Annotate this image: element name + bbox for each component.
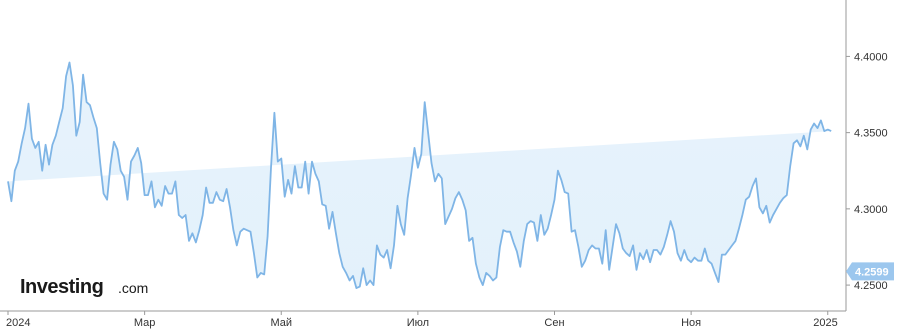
x-tick-label: Мар: [134, 317, 156, 329]
y-tick-label: 4.4000: [854, 51, 888, 63]
x-tick-label: Май: [270, 317, 292, 329]
x-axis-ticks: 2024 Мар Май Июл Сен Ноя 2025: [6, 311, 838, 329]
y-axis-ticks: 4.4000 4.3500 4.3000 4.2500: [846, 51, 888, 292]
y-tick-label: 4.3000: [854, 204, 888, 216]
series-area: [8, 62, 832, 289]
logo-main-text: Investing: [20, 276, 103, 298]
x-tick-label: 2025: [813, 317, 837, 329]
x-tick-label: 2024: [6, 317, 30, 329]
last-price-value: 4.2599: [855, 266, 889, 278]
investing-logo: Investing .com: [20, 276, 148, 298]
last-price-tag: 4.2599: [846, 262, 894, 281]
x-tick-label: Сен: [544, 317, 564, 329]
y-tick-label: 4.3500: [854, 128, 888, 140]
logo-suffix-text: .com: [118, 280, 148, 296]
y-tick-label: 4.2500: [854, 280, 888, 292]
price-tag-shape: [846, 262, 894, 281]
x-tick-label: Ноя: [681, 317, 701, 329]
x-tick-label: Июл: [407, 317, 429, 329]
series-line: [7, 61, 832, 289]
